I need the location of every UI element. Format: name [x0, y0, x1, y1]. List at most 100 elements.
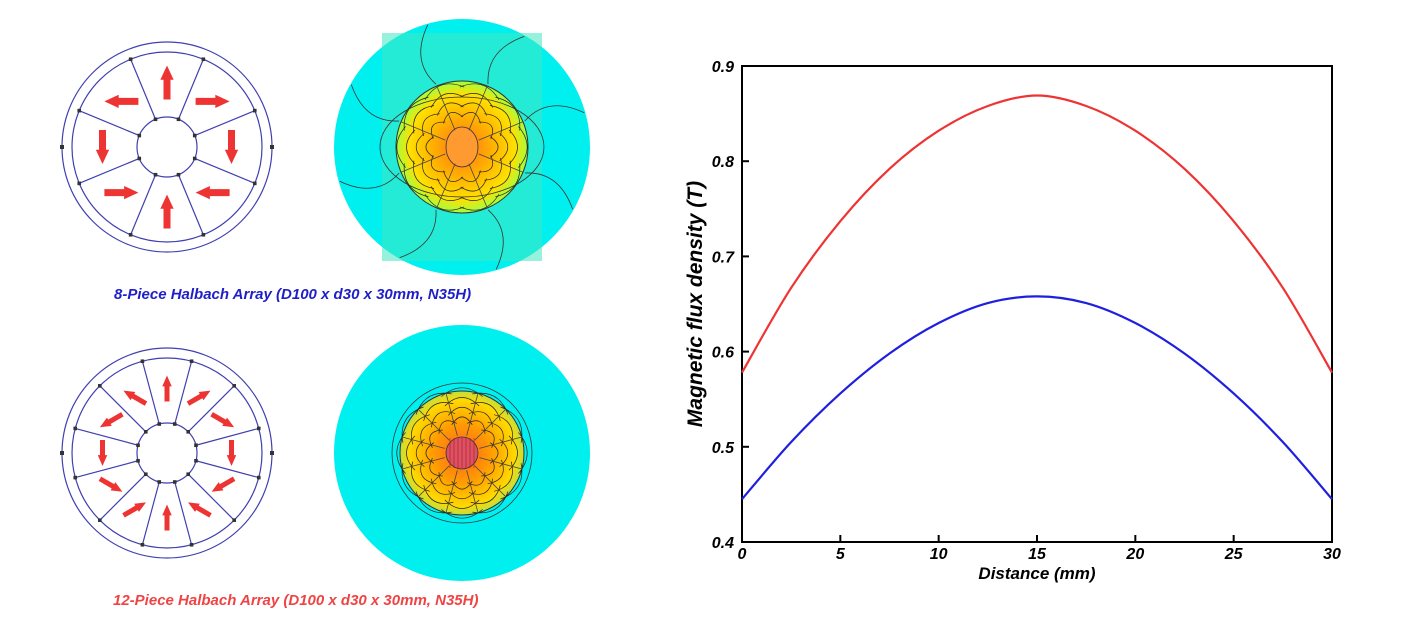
field-line [424, 83, 465, 100]
node-marker [194, 443, 198, 448]
x-tick-label: 5 [836, 546, 846, 563]
field-line [431, 155, 446, 173]
node-marker [98, 384, 102, 388]
field-line [460, 112, 481, 124]
twelve-piece-magnet-diagram [60, 347, 274, 559]
segment-divider [474, 465, 507, 498]
magnet-outer-circle [71, 51, 263, 243]
segment-divider [478, 121, 524, 141]
segment-divider [79, 157, 140, 184]
field-line [500, 406, 523, 443]
field-line [396, 432, 406, 474]
x-tick-label: 25 [1224, 546, 1244, 563]
segment-divider [400, 121, 446, 141]
segment-divider [174, 481, 193, 545]
segment-divider [417, 408, 450, 441]
field-line [459, 194, 500, 211]
node-marker [137, 133, 142, 138]
node-marker [176, 172, 181, 177]
node-marker [140, 359, 145, 364]
segment-divider [177, 174, 204, 235]
field-line [423, 485, 454, 504]
node-marker [201, 57, 206, 62]
bore-circle [136, 116, 198, 178]
field-line [443, 170, 464, 182]
x-axis-ticks: 0 5 10 15 20 25 30 [738, 535, 1341, 563]
y-tick-label: 0.9 [712, 59, 734, 76]
field-line [470, 402, 501, 421]
series-line-2 [741, 295, 1333, 500]
node-marker [77, 108, 82, 113]
field-line [470, 485, 501, 504]
segment-divider [141, 361, 160, 425]
node-marker [153, 117, 158, 122]
segment-divider [436, 163, 456, 209]
field-line [448, 490, 476, 500]
y-tick-label: 0.4 [712, 535, 734, 552]
magnetization-arrow [98, 476, 123, 492]
segment-divider [400, 153, 446, 173]
segment-divider [174, 361, 193, 425]
field-line [484, 113, 502, 137]
field-line [411, 461, 430, 492]
field-line [420, 24, 437, 85]
magnetization-arrow [122, 502, 147, 518]
field-line [472, 392, 509, 415]
segment-divider [194, 157, 255, 184]
node-marker [172, 480, 177, 484]
node-marker [143, 429, 148, 434]
node-marker [140, 542, 145, 547]
node-marker [77, 181, 82, 186]
y-axis-ticks: 0.4 0.5 0.6 0.7 0.8 0.9 [712, 59, 749, 552]
segment-divider [436, 85, 456, 131]
magnetization-arrow [162, 375, 172, 402]
node-marker [98, 518, 102, 522]
node-marker [192, 156, 197, 161]
magnet-outer-circle [71, 357, 263, 549]
segment-divider [75, 427, 139, 446]
field-line [518, 432, 528, 474]
field-line [478, 121, 493, 139]
segment-divider [478, 153, 524, 173]
x-tick-label: 20 [1125, 546, 1144, 563]
node-marker [157, 422, 162, 426]
field-line [459, 83, 500, 100]
node-marker [194, 458, 198, 463]
node-marker [176, 117, 181, 122]
y-tick-label: 0.6 [712, 345, 734, 362]
x-tick-label: 10 [930, 546, 948, 563]
field-line [460, 93, 494, 108]
field-line [379, 96, 545, 198]
field-line [478, 155, 493, 173]
field-line [425, 136, 435, 158]
segment-divider [417, 465, 450, 498]
field-line [444, 397, 480, 407]
field-line [489, 136, 499, 158]
plot-area-frame [741, 65, 1333, 543]
chart-series [741, 94, 1333, 500]
magnetization-arrow [160, 194, 174, 229]
y-tick-label: 0.7 [712, 249, 735, 266]
series-line-1 [741, 94, 1333, 374]
eight-piece-caption: 8-Piece Halbach Array (D100 x d30 x 30mm… [114, 286, 472, 303]
field-line [424, 194, 465, 211]
segment-divider [130, 59, 157, 120]
segment-divider [466, 470, 479, 513]
field-line [413, 160, 435, 189]
field-line [415, 392, 452, 415]
bore-field [445, 126, 479, 168]
node-marker [252, 181, 257, 186]
field-line [415, 133, 425, 161]
segment-divider [99, 385, 147, 433]
field-line [487, 35, 525, 85]
field-line [430, 478, 456, 495]
node-marker [128, 57, 133, 62]
field-line [423, 402, 454, 421]
field-line [401, 406, 424, 443]
field-line [524, 172, 574, 210]
segment-divider [468, 163, 488, 209]
field-line [472, 491, 509, 514]
node-marker [73, 475, 78, 480]
field-line [499, 133, 509, 161]
field-line [413, 105, 435, 134]
